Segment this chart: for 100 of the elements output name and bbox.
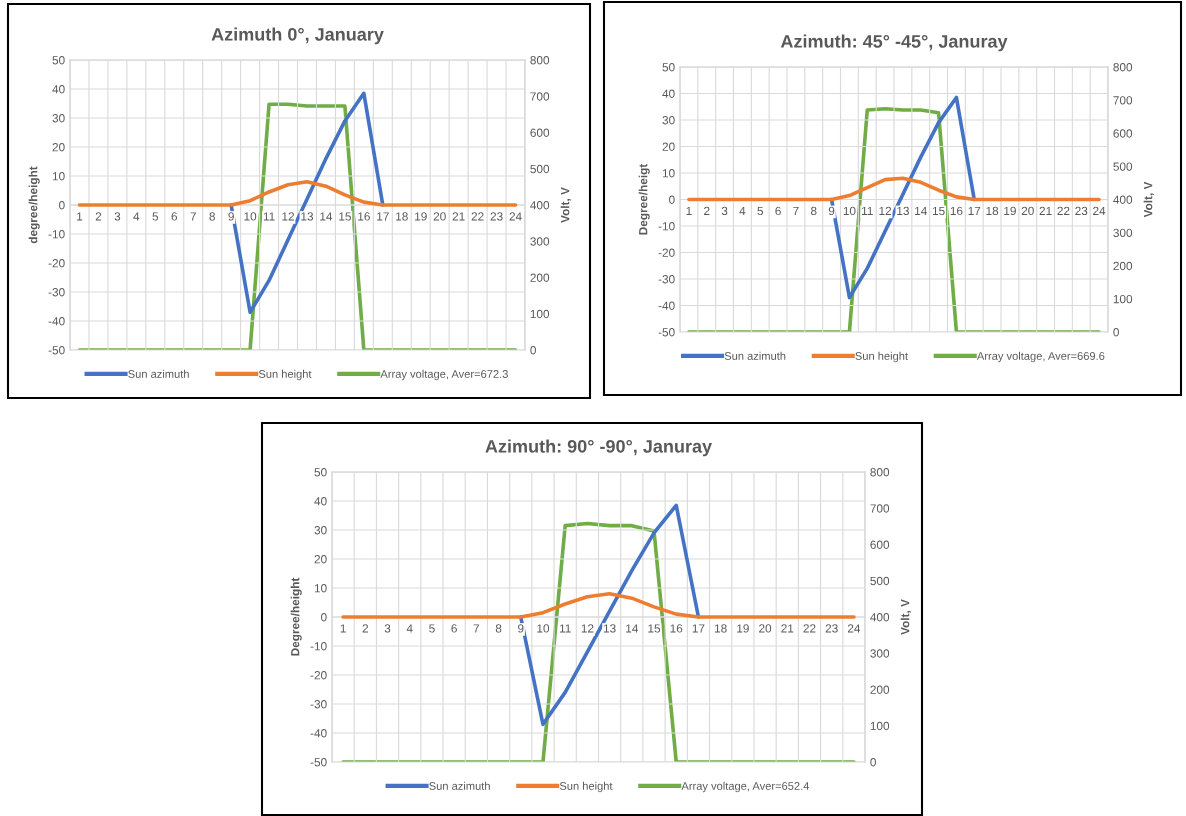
x-tick-label: 13 (897, 206, 909, 216)
y2-tick-label: 400 (870, 613, 890, 622)
y-tick-label: -40 (658, 301, 675, 310)
x-tick-label: 23 (1075, 206, 1088, 216)
x-tick-label: 10 (537, 624, 550, 633)
x-tick-label: 21 (1039, 206, 1052, 215)
y-tick-label: 50 (662, 63, 675, 72)
x-tick-label: 14 (915, 206, 927, 215)
y2-tick-label: 100 (870, 721, 890, 731)
x-tick-label: 12 (581, 624, 594, 633)
y-tick-label: 0 (321, 613, 327, 622)
y-tick-label: -40 (310, 729, 327, 738)
x-tick-label: 22 (471, 212, 484, 221)
y-tick-label: 50 (314, 468, 327, 477)
y2-tick-label: 100 (530, 309, 550, 319)
x-tick-label: 18 (986, 206, 999, 216)
legend-label: Array voltage, Aver=669.6 (976, 351, 1105, 363)
x-tick-label: 1 (340, 624, 346, 633)
y2-tick-label: 200 (530, 273, 550, 282)
y-tick-label: 40 (662, 89, 675, 98)
y2-tick-label: 700 (870, 504, 890, 513)
y2-tick-label: 200 (1113, 261, 1133, 271)
y2-tick-label: 300 (1113, 228, 1133, 238)
x-tick-label: 10 (244, 212, 257, 221)
x-tick-label: 8 (209, 212, 215, 221)
x-tick-label: 5 (152, 212, 159, 221)
y2-tick-label: 600 (870, 540, 890, 549)
y2-tick-label: 700 (530, 92, 550, 101)
x-tick-label: 11 (559, 624, 571, 633)
x-tick-label: 18 (396, 212, 408, 221)
x-tick-label: 4 (133, 212, 140, 221)
x-tick-label: 9 (828, 206, 835, 216)
legend-label: Sun azimuth (429, 781, 490, 790)
y-tick-label: 20 (314, 555, 327, 564)
x-tick-label: 7 (793, 206, 799, 215)
y2-tick-label: 500 (870, 576, 890, 586)
y2-tick-label: 400 (1113, 195, 1133, 204)
y-tick-label: -50 (658, 328, 675, 337)
x-tick-label: 6 (171, 212, 178, 221)
y2-tick-label: 100 (1113, 294, 1133, 304)
y-tick-label: 40 (314, 497, 327, 506)
y-axis-title: degree/height (28, 166, 40, 244)
x-tick-label: 2 (362, 624, 368, 633)
y-tick-label: -30 (658, 275, 675, 284)
x-tick-label: 19 (737, 624, 749, 633)
y-tick-label: -30 (310, 700, 327, 709)
legend-label: Array voltage, Aver=652.4 (681, 781, 810, 793)
y2-tick-label: 0 (1113, 328, 1119, 337)
x-tick-label: 9 (518, 624, 524, 633)
y2-tick-label: 700 (1113, 96, 1133, 105)
y2-tick-label: 0 (530, 346, 536, 355)
x-tick-label: 4 (406, 624, 413, 633)
y2-tick-label: 500 (530, 164, 550, 174)
x-tick-label: 6 (775, 206, 781, 216)
x-tick-label: 10 (843, 206, 856, 216)
chart-title: Azimuth: 45° -45°, Januray (780, 34, 1008, 52)
y-axis-title: Degree/heigt (638, 163, 650, 235)
y-tick-label: 30 (52, 114, 65, 123)
chart-title: Azimuth 0°, January (211, 27, 384, 45)
legend-label: Sun height (559, 781, 613, 793)
y-tick-label: 0 (669, 195, 675, 204)
y-tick-label: -50 (310, 758, 327, 767)
y-tick-label: 50 (52, 56, 65, 65)
x-tick-label: 12 (879, 206, 892, 215)
y2-tick-label: 300 (870, 649, 890, 658)
x-tick-label: 3 (384, 624, 391, 633)
y2-tick-label: 400 (530, 201, 550, 210)
x-tick-label: 20 (1021, 206, 1034, 216)
y2-tick-label: 600 (1113, 129, 1133, 138)
x-tick-label: 16 (950, 206, 963, 216)
y2-axis-title: Volt, V (1143, 181, 1155, 218)
y-tick-label: 40 (52, 85, 65, 94)
y-tick-label: -50 (48, 346, 65, 355)
y-tick-label: -20 (48, 259, 65, 268)
x-tick-label: 14 (626, 624, 639, 633)
x-tick-label: 1 (686, 206, 692, 215)
x-tick-label: 1 (77, 212, 83, 221)
x-tick-label: 4 (739, 206, 746, 215)
x-tick-label: 12 (282, 212, 294, 221)
legend-label: Sun height (258, 369, 312, 381)
x-tick-label: 16 (670, 624, 683, 633)
x-tick-label: 20 (759, 624, 772, 633)
x-tick-label: 21 (452, 212, 465, 221)
y-tick-label: -10 (48, 230, 65, 239)
y-tick-label: -10 (658, 222, 675, 231)
y2-tick-label: 800 (870, 468, 890, 477)
y2-tick-label: 300 (530, 237, 550, 246)
x-tick-label: 5 (429, 624, 435, 633)
x-tick-label: 8 (495, 624, 502, 633)
chart-title: Azimuth: 90° -90°, Januray (485, 439, 712, 457)
x-tick-label: 22 (1057, 206, 1070, 215)
x-tick-label: 14 (320, 212, 333, 221)
y-tick-label: -40 (48, 317, 65, 326)
y-tick-label: 20 (662, 142, 675, 151)
legend-label: Array voltage, Aver=672.3 (380, 369, 508, 381)
line-series (687, 176, 1101, 202)
x-tick-label: 22 (803, 624, 816, 633)
y-tick-label: -20 (310, 671, 327, 680)
y-tick-label: 10 (662, 169, 675, 178)
x-tick-label: 11 (862, 206, 873, 215)
